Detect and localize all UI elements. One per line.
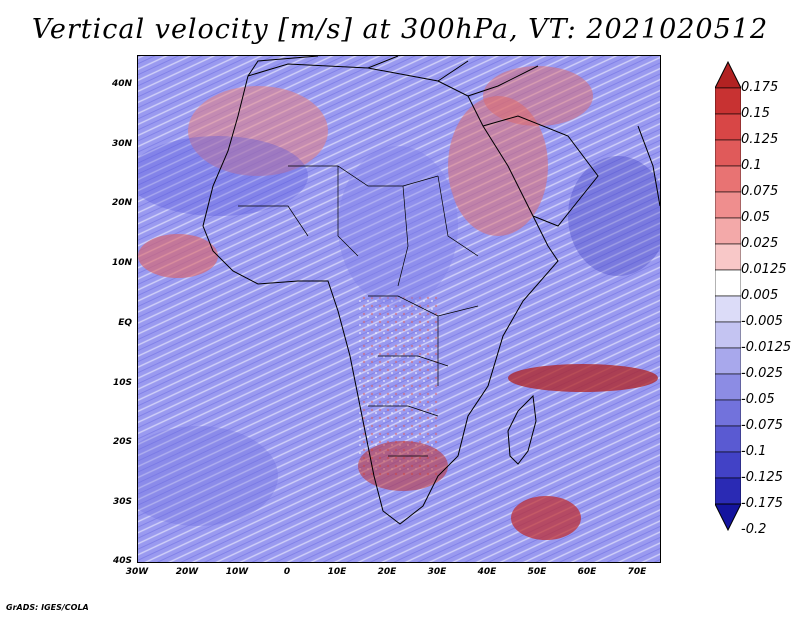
chart-title: Vertical velocity [m/s] at 300hPa, VT: 2… xyxy=(31,14,769,45)
lon-label-30w: 30W xyxy=(125,567,149,577)
colorbar-swatch xyxy=(715,87,741,115)
lat-label-eq: EQ xyxy=(118,318,132,328)
colorbar-swatch xyxy=(715,191,741,219)
lat-label-30s: 30S xyxy=(112,497,132,507)
lon-label-10w: 10W xyxy=(225,567,249,577)
country-borders xyxy=(238,165,479,457)
colorbar-label: 0.175 xyxy=(741,80,779,95)
colorbar-label: -0.05 xyxy=(741,392,775,407)
madagascar-outline xyxy=(507,394,537,465)
lat-label-40n: 40N xyxy=(111,79,132,89)
lon-label-50e: 50E xyxy=(527,567,547,577)
grads-credit: GrADS: IGES/COLA xyxy=(6,603,89,612)
europe-outline xyxy=(247,56,539,97)
colorbar-swatch xyxy=(715,477,741,505)
colorbar-swatch xyxy=(715,269,741,297)
lon-label-60e: 60E xyxy=(577,567,597,577)
colorbar-label: -0.175 xyxy=(741,496,783,511)
colorbar-swatch xyxy=(715,373,741,401)
india-outline xyxy=(637,125,660,207)
colorbar-label: -0.2 xyxy=(741,522,767,537)
lon-label-30e: 30E xyxy=(427,567,447,577)
colorbar-min-arrow xyxy=(715,503,741,532)
colorbar-swatch xyxy=(715,217,741,245)
colorbar-label: 0.025 xyxy=(741,236,779,251)
colorbar-label: 0.125 xyxy=(741,132,779,147)
lat-label-20s: 20S xyxy=(112,437,132,447)
colorbar-swatch xyxy=(715,451,741,479)
colorbar-label: -0.1 xyxy=(741,444,767,459)
lat-label-10s: 10S xyxy=(112,378,132,388)
colorbar-label: 0.15 xyxy=(741,106,770,121)
lat-label-40s: 40S xyxy=(112,556,132,566)
colorbar-swatch xyxy=(715,425,741,453)
colorbar-max-arrow xyxy=(715,60,741,89)
colorbar-label: 0.05 xyxy=(741,210,770,225)
colorbar-label: -0.125 xyxy=(741,470,783,485)
colorbar-label: -0.025 xyxy=(741,366,783,381)
colorbar-label: -0.075 xyxy=(741,418,783,433)
colorbar-swatch xyxy=(715,243,741,271)
colorbar-swatch xyxy=(715,321,741,349)
colorbar-label: 0.0125 xyxy=(741,262,787,277)
vertical-velocity-field xyxy=(138,56,660,562)
colorbar-label: -0.005 xyxy=(741,314,783,329)
lat-label-10n: 10N xyxy=(111,258,132,268)
africa-coastline xyxy=(202,63,559,525)
colorbar-swatch xyxy=(715,295,741,323)
colorbar-swatch xyxy=(715,113,741,141)
lat-label-20n: 20N xyxy=(111,198,132,208)
lon-label-40e: 40E xyxy=(477,567,497,577)
map-plot-area xyxy=(137,55,661,563)
colorbar xyxy=(715,60,741,532)
colorbar-swatch xyxy=(715,347,741,375)
lon-label-10e: 10E xyxy=(327,567,347,577)
colorbar-swatch xyxy=(715,139,741,167)
lat-label-30n: 30N xyxy=(111,139,132,149)
colorbar-swatch xyxy=(715,399,741,427)
colorbar-label: 0.1 xyxy=(741,158,762,173)
colorbar-swatch xyxy=(715,165,741,193)
lon-label-20w: 20W xyxy=(175,567,199,577)
lon-label-70e: 70E xyxy=(627,567,647,577)
lon-label-0: 0 xyxy=(283,567,291,577)
colorbar-label: 0.075 xyxy=(741,184,779,199)
lon-label-20e: 20E xyxy=(377,567,397,577)
colorbar-label: -0.0125 xyxy=(741,340,792,355)
colorbar-label: 0.005 xyxy=(741,288,779,303)
arabia-outline xyxy=(482,115,599,227)
